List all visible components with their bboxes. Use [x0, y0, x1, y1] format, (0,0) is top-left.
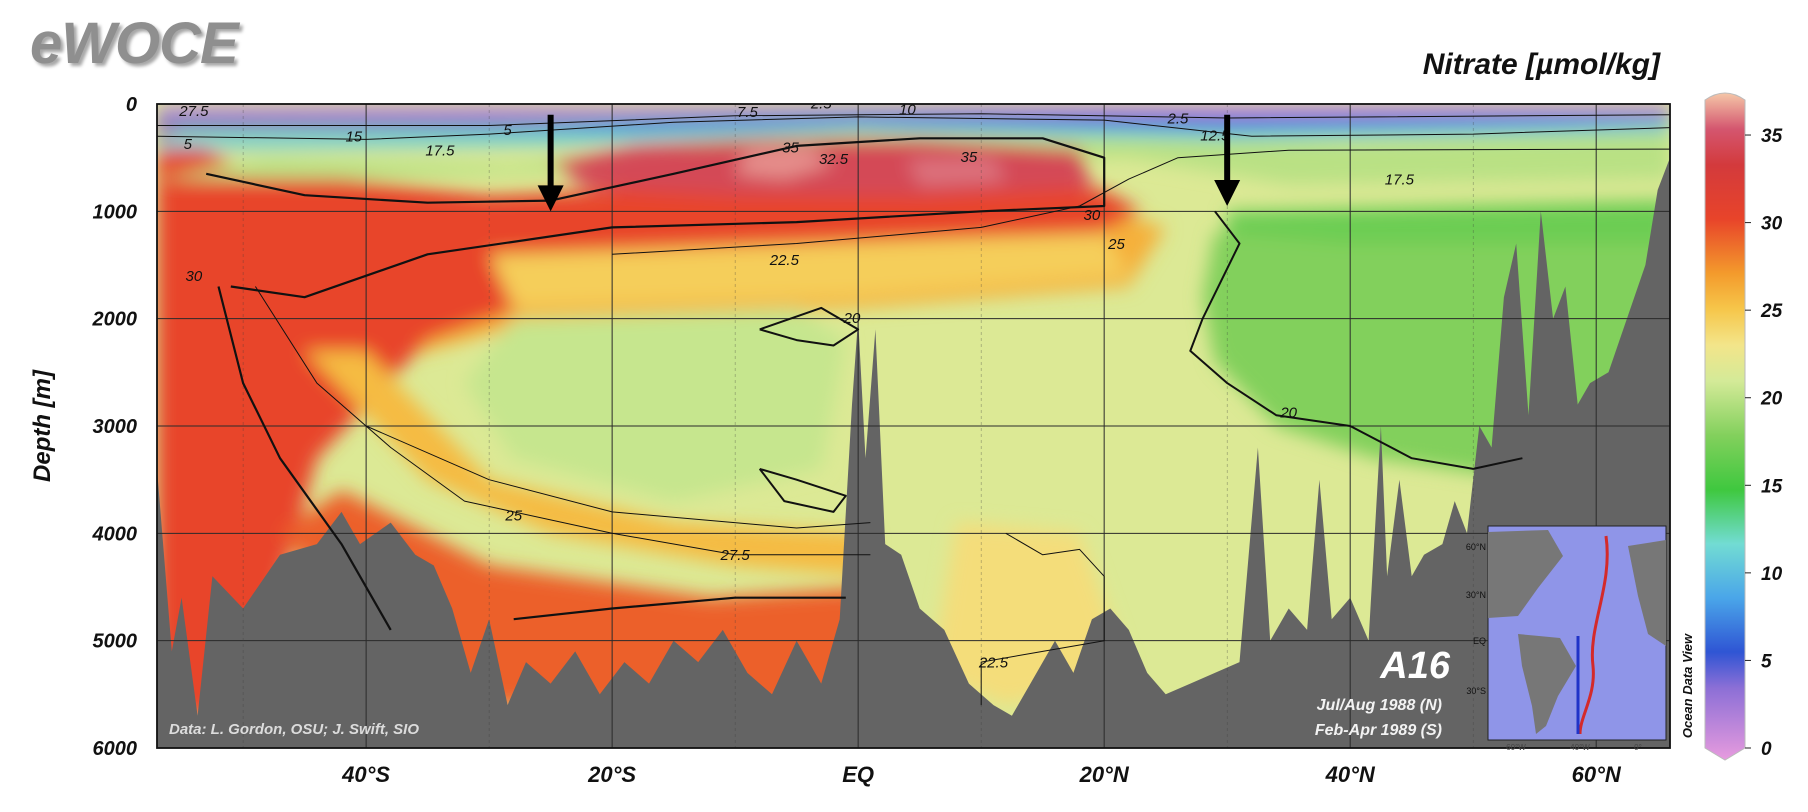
- cruise-date-north: Jul/Aug 1988 (N): [1317, 697, 1442, 714]
- colorbar-tick-label: 30: [1761, 214, 1783, 235]
- colorbar: [1704, 92, 1746, 761]
- contour-label: 27.5: [720, 547, 751, 564]
- field-blob-orange-deep: [304, 350, 871, 577]
- contour-label: 15: [345, 129, 362, 146]
- y-tick-label: 4000: [92, 523, 138, 545]
- annotation-arrow-head: [1214, 179, 1241, 206]
- x-tick-label: 60°N: [1572, 762, 1622, 787]
- contour-label: 2.5: [1167, 110, 1190, 127]
- contour-label: 25: [1107, 236, 1125, 253]
- contour-label: 32.5: [819, 151, 849, 168]
- colorbar-tick-label: 35: [1761, 126, 1783, 147]
- y-tick-label: 3000: [93, 416, 138, 438]
- inset-lat-label: 60°N: [1466, 542, 1486, 552]
- inset-lon-label: 0°: [1634, 743, 1642, 752]
- inset-lat-label: 30°S: [1466, 686, 1486, 696]
- contour-label: 17.5: [425, 143, 455, 160]
- contour-22.5-deep: [980, 532, 1105, 706]
- colorbar-tick-label: 25: [1760, 301, 1783, 322]
- inset-lon-label: 40°W: [1570, 743, 1590, 752]
- contour-label: 2.5: [810, 95, 833, 112]
- contour-20-b: [758, 467, 847, 513]
- contour-label: 10: [899, 102, 916, 119]
- contour-label: 30: [186, 268, 203, 285]
- contour-label: 30: [1084, 207, 1101, 224]
- contour-label: 20: [1279, 404, 1297, 421]
- field-blob-surface-blue: [157, 112, 1670, 129]
- cruise-date-south: Feb-Apr 1989 (S): [1315, 722, 1442, 739]
- inset-europe-africa: [1628, 540, 1666, 646]
- field-blob-peak-2: [907, 157, 1006, 186]
- annotation-arrow-head: [537, 185, 564, 212]
- y-tick-label: 5000: [93, 631, 138, 653]
- y-axis-label: Depth [m]: [29, 369, 56, 482]
- contour-30-deep: [217, 286, 392, 631]
- contour-label: 22.5: [769, 252, 800, 269]
- contour-15: [157, 116, 1670, 140]
- contour-label: 35: [782, 139, 799, 156]
- contour-label: 22.5: [978, 655, 1009, 672]
- contour-label: 12.5: [1200, 127, 1230, 144]
- contour-label: 17.5: [1385, 172, 1415, 189]
- inset-lat-label: 30°N: [1466, 590, 1486, 600]
- y-tick-label: 2000: [92, 309, 138, 331]
- field-blob-surface-pink: [157, 104, 1670, 116]
- field-blobs: [157, 104, 1670, 716]
- field-blob-green-core: [464, 307, 846, 502]
- colorbar-tick-label: 5: [1761, 651, 1772, 672]
- contour-27.5: [254, 286, 871, 556]
- contour-22.5: [612, 148, 1670, 255]
- data-credit: Data: L. Gordon, OSU; J. Swift, SIO: [169, 721, 419, 738]
- contour-27.5-bottom: [513, 596, 846, 621]
- y-tick-label: 1000: [93, 201, 138, 223]
- contour-label: 27.5: [178, 103, 209, 120]
- colorbar-tick-label: 15: [1761, 476, 1783, 497]
- x-tick-label: 20°N: [1079, 762, 1130, 787]
- ewoce-logo: eWOCE: [30, 11, 239, 76]
- plot-frame: [156, 103, 1671, 749]
- inset-section-track: [1578, 535, 1609, 735]
- inset-lon-label: 60°W: [1506, 743, 1526, 752]
- contour-label: 20: [843, 310, 861, 327]
- contour-25: [365, 425, 871, 529]
- inset-lat-label: EQ: [1473, 636, 1486, 646]
- chart-title: Nitrate [µmol/kg]: [1422, 48, 1660, 81]
- contours: 27.5 15 17.5 5 7.5 2.5 10 35 32.5 35 2.5 12.5 17.5 30…: [157, 95, 1670, 706]
- contour-20-a: [759, 306, 860, 347]
- inset-map: 60°N 30°N EQ 30°S 60°W 40°W 0°: [1466, 525, 1667, 752]
- contour-label: 25: [504, 507, 522, 524]
- inset-south-america: [1518, 634, 1576, 734]
- inset-north-america: [1488, 530, 1563, 618]
- odv-credit: Ocean Data View: [1680, 633, 1695, 738]
- section-name: A16: [1379, 645, 1451, 687]
- contour-5: [157, 113, 1670, 126]
- colorbar-tick-label: 10: [1761, 564, 1783, 585]
- x-tick-label: 40°N: [1325, 762, 1376, 787]
- field-blob-yellow-upper: [489, 232, 1129, 308]
- contour-label: 7.5: [737, 104, 759, 121]
- y-tick-label: 6000: [93, 738, 138, 760]
- contour-20-north: [1189, 210, 1523, 470]
- x-tick-label: EQ: [842, 762, 874, 787]
- field-blob-red: [157, 125, 1142, 716]
- colorbar-tick-label: 20: [1760, 389, 1783, 410]
- y-tick-label: 0: [126, 94, 137, 116]
- contour-label: 35: [961, 149, 978, 166]
- contour-label: 5: [503, 122, 512, 139]
- colorbar-tick-label: 0: [1761, 739, 1772, 760]
- x-tick-label: 20°S: [587, 762, 636, 787]
- contour-label: 5: [184, 136, 193, 153]
- contour-30: [205, 137, 1106, 299]
- x-tick-label: 40°S: [341, 762, 390, 787]
